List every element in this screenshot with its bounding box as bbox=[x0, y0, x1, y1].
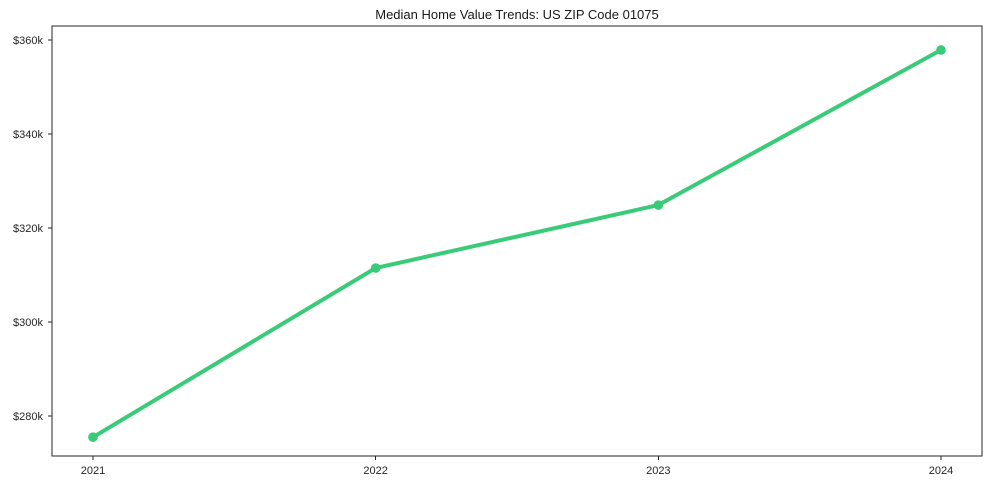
y-tick-label: $320k bbox=[13, 223, 43, 235]
y-tick-label: $280k bbox=[13, 411, 43, 423]
data-point-marker bbox=[88, 432, 98, 443]
x-tick-label: 2024 bbox=[929, 465, 953, 477]
x-tick-label: 2022 bbox=[363, 465, 387, 477]
x-tick-label: 2023 bbox=[646, 465, 670, 477]
x-tick-label: 2021 bbox=[81, 465, 105, 477]
data-point-marker bbox=[936, 45, 946, 55]
series-line bbox=[91, 47, 943, 440]
y-tick-label: $300k bbox=[13, 317, 43, 329]
chart-title: Median Home Value Trends: US ZIP Code 01… bbox=[375, 7, 659, 22]
plot-frame bbox=[51, 25, 983, 457]
y-tick-label: $360k bbox=[13, 35, 43, 47]
y-tick-label: $340k bbox=[13, 129, 43, 141]
data-point-marker bbox=[370, 263, 381, 273]
data-point-marker bbox=[653, 200, 664, 210]
